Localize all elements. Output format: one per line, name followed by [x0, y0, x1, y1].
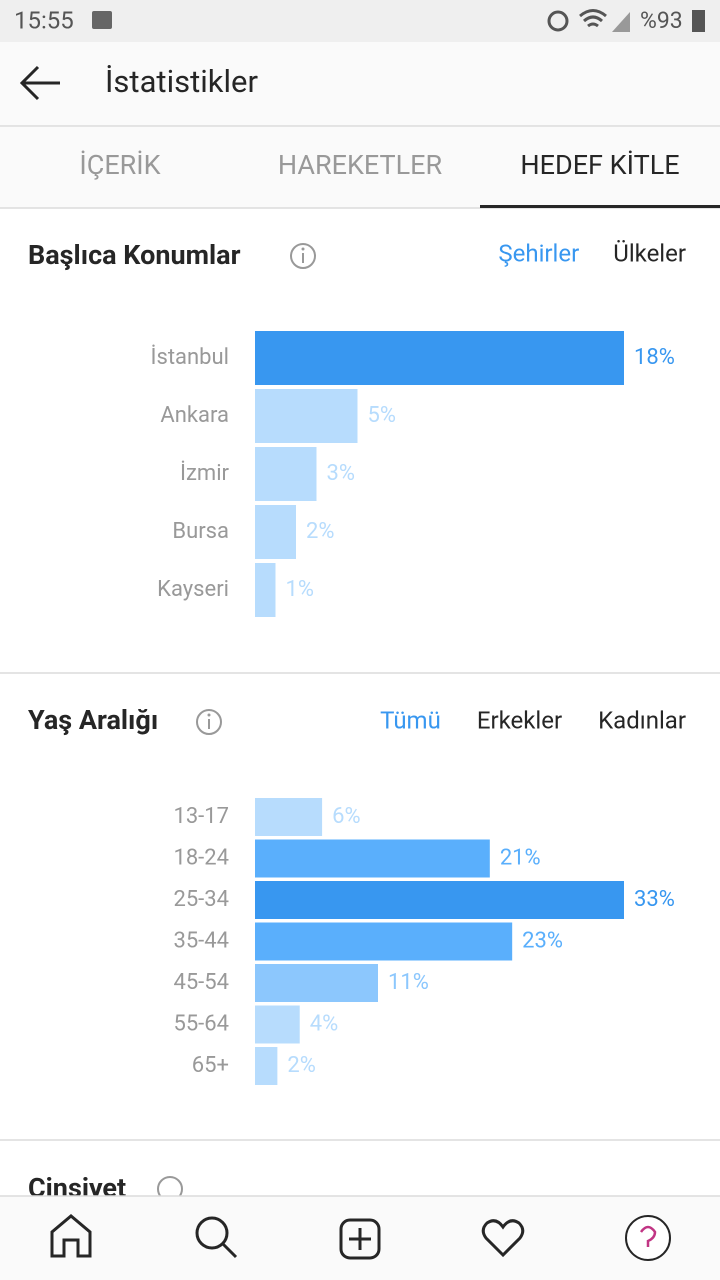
category-label: 18-24 [173, 845, 229, 870]
category-label: 35-44 [173, 928, 229, 953]
app-bar [0, 42, 720, 126]
signal-icon [612, 12, 630, 32]
filter-option[interactable]: Erkekler [477, 706, 562, 734]
category-label: Bursa [172, 519, 229, 544]
bar [255, 563, 276, 617]
bar [255, 881, 624, 919]
value-label: 18% [634, 345, 675, 370]
bar [255, 447, 317, 501]
filter-option[interactable]: Kadınlar [598, 706, 686, 734]
category-label: 25-34 [173, 887, 229, 912]
value-label: 33% [634, 887, 675, 912]
filter-option[interactable]: Ülkeler [613, 239, 686, 267]
bar [255, 1005, 300, 1044]
value-label: 1% [286, 577, 314, 602]
value-label: 2% [287, 1053, 315, 1078]
bar [255, 922, 513, 961]
page-title: İstatistikler [105, 63, 258, 100]
bar [255, 964, 378, 1002]
activity-button[interactable] [481, 1219, 525, 1258]
alarm-icon [547, 10, 569, 32]
value-label: 4% [310, 1011, 338, 1036]
category-label: Kayseri [157, 577, 229, 602]
new-post-button[interactable] [339, 1218, 381, 1260]
search-button[interactable] [195, 1216, 238, 1259]
tab-bar [0, 127, 720, 208]
section-title: Başlıca Konumlar [28, 239, 241, 271]
category-label: İstanbul [151, 344, 229, 370]
profile-button[interactable] [625, 1215, 671, 1261]
gallery-icon [92, 11, 112, 29]
home-button[interactable] [50, 1214, 92, 1258]
value-label: 5% [368, 403, 396, 428]
bar [255, 389, 358, 443]
tab[interactable]: İÇERİK [79, 149, 160, 181]
category-label: 65+ [192, 1053, 229, 1078]
value-label: 3% [327, 461, 355, 486]
wifi-icon [579, 9, 607, 28]
section-title: Yaş Aralığı [28, 704, 158, 736]
bar [255, 505, 296, 559]
value-label: 11% [388, 970, 429, 995]
category-label: 45-54 [173, 970, 229, 995]
status-time: 15:55 [14, 6, 74, 34]
value-label: 2% [306, 519, 334, 544]
category-label: 55-64 [173, 1011, 229, 1036]
tab-indicator [480, 205, 720, 208]
tab-active[interactable]: HEDEF KİTLE [520, 149, 679, 181]
bar [255, 839, 490, 878]
filter-option[interactable]: Şehirler [498, 239, 579, 267]
value-label: 6% [332, 804, 360, 829]
battery-icon [692, 10, 705, 32]
filter-option[interactable]: Tümü [380, 706, 441, 734]
info-icon[interactable] [290, 243, 316, 269]
category-label: Ankara [160, 403, 229, 428]
bar [255, 331, 624, 385]
battery-level: %93 [640, 7, 683, 34]
tab[interactable]: HAREKETLER [278, 149, 443, 181]
value-label: 21% [500, 845, 541, 870]
bar [255, 798, 323, 836]
back-button[interactable] [19, 65, 60, 101]
bar [255, 1047, 278, 1085]
category-label: 13-17 [173, 804, 229, 829]
value-label: 23% [522, 928, 563, 953]
category-label: İzmir [180, 460, 230, 486]
info-icon[interactable] [196, 709, 222, 735]
